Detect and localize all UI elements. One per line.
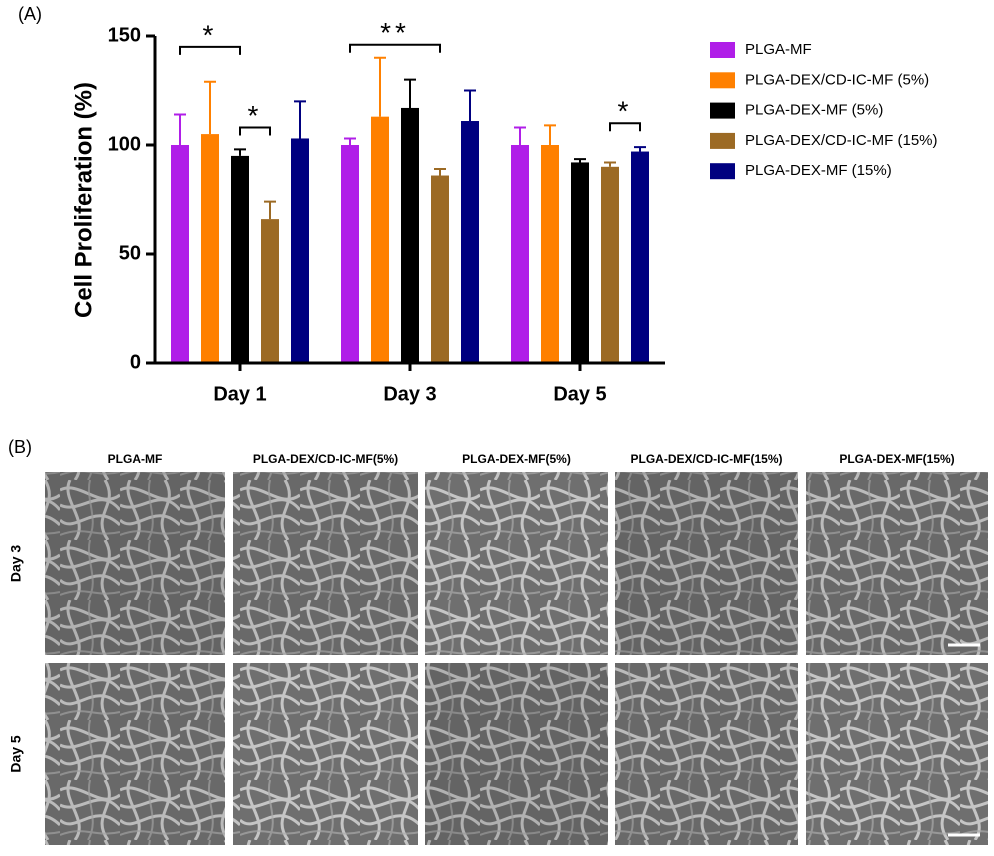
- x-tick-label: Day 1: [213, 383, 266, 405]
- column-title: PLGA-DEX-MF(5%): [462, 452, 571, 466]
- error-bar: [544, 124, 556, 145]
- panel-label: (B): [8, 437, 32, 457]
- significance-label: *: [203, 19, 218, 50]
- sem-image: [233, 472, 418, 655]
- row-label: Day 5: [8, 735, 24, 773]
- bar: [431, 175, 449, 363]
- bar: [511, 145, 529, 363]
- y-tick-label: 150: [108, 24, 141, 46]
- column-title: PLGA-DEX-MF(15%): [839, 452, 954, 466]
- error-bar: [434, 167, 446, 176]
- error-bar: [464, 89, 476, 122]
- bar: [461, 121, 479, 364]
- bar: [291, 138, 309, 363]
- error-bar: [634, 146, 646, 152]
- significance-bracket: [239, 126, 271, 136]
- sem-image: [233, 663, 418, 845]
- bar: [571, 162, 589, 363]
- bar: [601, 166, 619, 363]
- bar: [261, 219, 279, 363]
- error-bar: [604, 161, 616, 167]
- legend-swatch: [710, 163, 735, 180]
- legend-swatch: [710, 102, 735, 119]
- x-tick-label: Day 5: [553, 383, 606, 405]
- bar: [541, 145, 559, 363]
- error-bar: [264, 200, 276, 220]
- y-tick-label: 50: [119, 242, 141, 264]
- sem-image: [615, 472, 798, 655]
- column-title: PLGA-DEX/CD-IC-MF(15%): [631, 452, 783, 466]
- error-bar: [234, 148, 246, 156]
- sem-image: [615, 663, 798, 845]
- significance-bracket: [349, 43, 441, 53]
- significance-bracket: [609, 122, 641, 132]
- error-bar: [174, 113, 186, 145]
- bar: [171, 145, 189, 363]
- y-tick-label: 100: [108, 133, 141, 155]
- error-bar: [344, 137, 356, 145]
- bar: [631, 151, 649, 363]
- legend-label: PLGA-MF: [745, 41, 812, 58]
- error-bar: [574, 158, 586, 163]
- legend-swatch: [710, 42, 735, 58]
- significance-bracket: [179, 45, 241, 55]
- row-label: Day 3: [8, 545, 24, 583]
- panel-label: (A): [18, 4, 42, 24]
- sem-image: [806, 663, 988, 845]
- bar: [231, 155, 249, 363]
- sem-image: [806, 472, 988, 655]
- column-title: PLGA-DEX/CD-IC-MF(5%): [253, 452, 398, 466]
- error-bar: [374, 56, 386, 117]
- sem-image: [45, 663, 225, 845]
- legend-label: PLGA-DEX-MF (15%): [745, 162, 892, 179]
- x-tick-label: Day 3: [383, 383, 436, 405]
- significance-label: **: [380, 17, 410, 48]
- legend-label: PLGA-DEX-MF (5%): [745, 102, 883, 119]
- error-bar: [514, 126, 526, 145]
- sem-image: [425, 663, 608, 845]
- legend-swatch: [710, 132, 735, 149]
- sem-image: [45, 472, 225, 655]
- axes: [153, 36, 665, 365]
- legend-label: PLGA-DEX/CD-IC-MF (5%): [745, 71, 929, 88]
- error-bar: [204, 80, 216, 135]
- legend-swatch: [710, 72, 735, 89]
- legend-label: PLGA-DEX/CD-IC-MF (15%): [745, 132, 938, 149]
- error-bar: [294, 100, 306, 139]
- bar: [341, 145, 359, 363]
- significance-label: *: [618, 96, 633, 127]
- y-axis-label: Cell Proliferation (%): [70, 82, 97, 318]
- bar: [371, 116, 389, 363]
- bar: [401, 107, 419, 363]
- significance-label: *: [248, 100, 263, 131]
- column-title: PLGA-MF: [108, 452, 163, 466]
- y-tick-label: 0: [130, 351, 141, 373]
- error-bar: [404, 78, 416, 108]
- bar: [201, 134, 219, 363]
- sem-image: [425, 472, 608, 655]
